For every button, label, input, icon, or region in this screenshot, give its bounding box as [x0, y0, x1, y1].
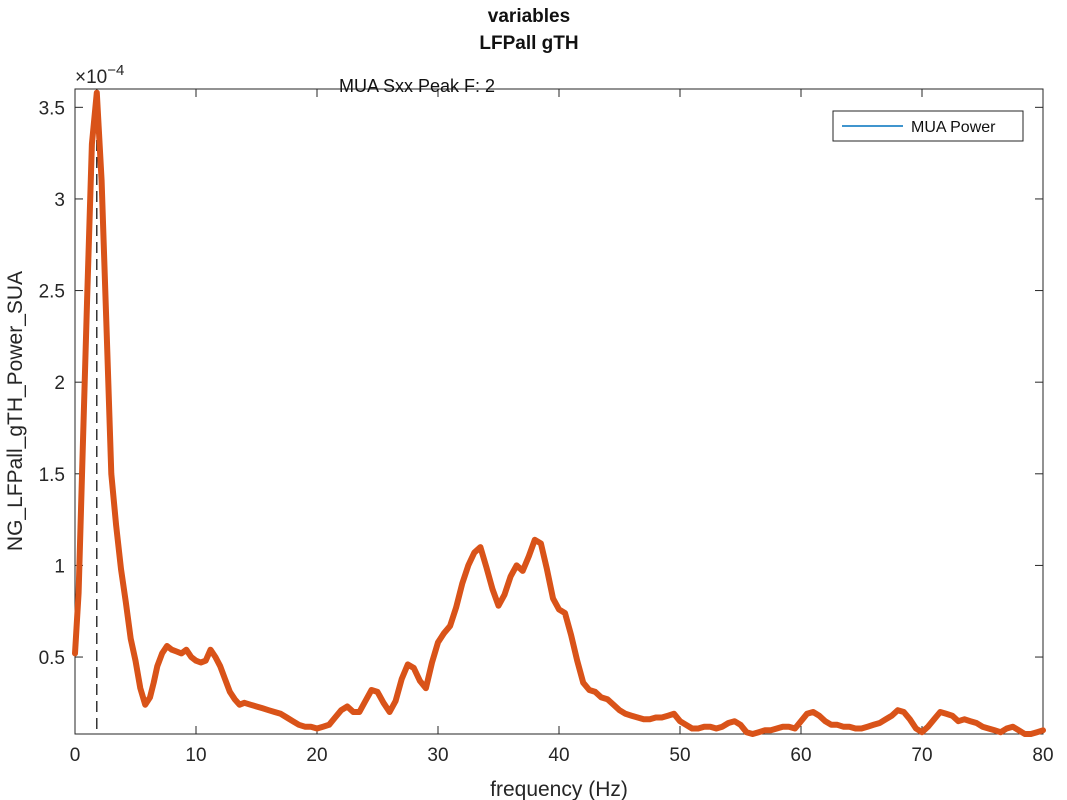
y-tick-label: 0.5: [39, 648, 65, 669]
y-tick-label: 2.5: [39, 282, 65, 303]
x-tick-label: 60: [790, 745, 811, 766]
legend: MUA Power: [832, 110, 1024, 142]
x-axis-ticks: 0 10 20 30 40 50 60 70 80: [70, 89, 1054, 766]
x-tick-label: 50: [669, 745, 690, 766]
chart-title: variables LFPall gTH: [479, 6, 578, 54]
legend-label: MUA Power: [911, 119, 996, 136]
y-tick-label: 1: [54, 556, 65, 577]
y-tick-label: 2: [54, 373, 65, 394]
y-tick-label: 3.5: [39, 98, 65, 119]
plot-area-frame: [74, 88, 1044, 735]
y-axis-exponent-power: −4: [107, 62, 124, 79]
peak-annotation: MUA Sxx Peak F: 2: [339, 76, 495, 96]
y-axis-ticks: 0.5 1 1.5 2 2.5 3 3.5: [39, 98, 1043, 669]
y-axis-label: NG_LFPall_gTH_Power_SUA: [4, 271, 27, 551]
x-tick-label: 40: [548, 745, 569, 766]
x-axis-label: frequency (Hz): [490, 778, 628, 800]
chart-title-line-1: variables: [488, 6, 570, 27]
x-tick-label: 30: [427, 745, 448, 766]
chart-title-line-2: LFPall gTH: [479, 33, 578, 54]
x-tick-label: 70: [911, 745, 932, 766]
x-tick-label: 80: [1032, 745, 1053, 766]
y-axis-exponent-label: ×10−4: [75, 62, 124, 88]
x-tick-label: 0: [70, 745, 81, 766]
y-axis-exponent-base: ×10: [75, 67, 107, 88]
series-line-mua-power: [72, 89, 1046, 737]
y-tick-label: 1.5: [39, 465, 65, 486]
x-tick-label: 10: [185, 745, 206, 766]
y-tick-label: 3: [54, 190, 65, 211]
x-tick-label: 20: [306, 745, 327, 766]
